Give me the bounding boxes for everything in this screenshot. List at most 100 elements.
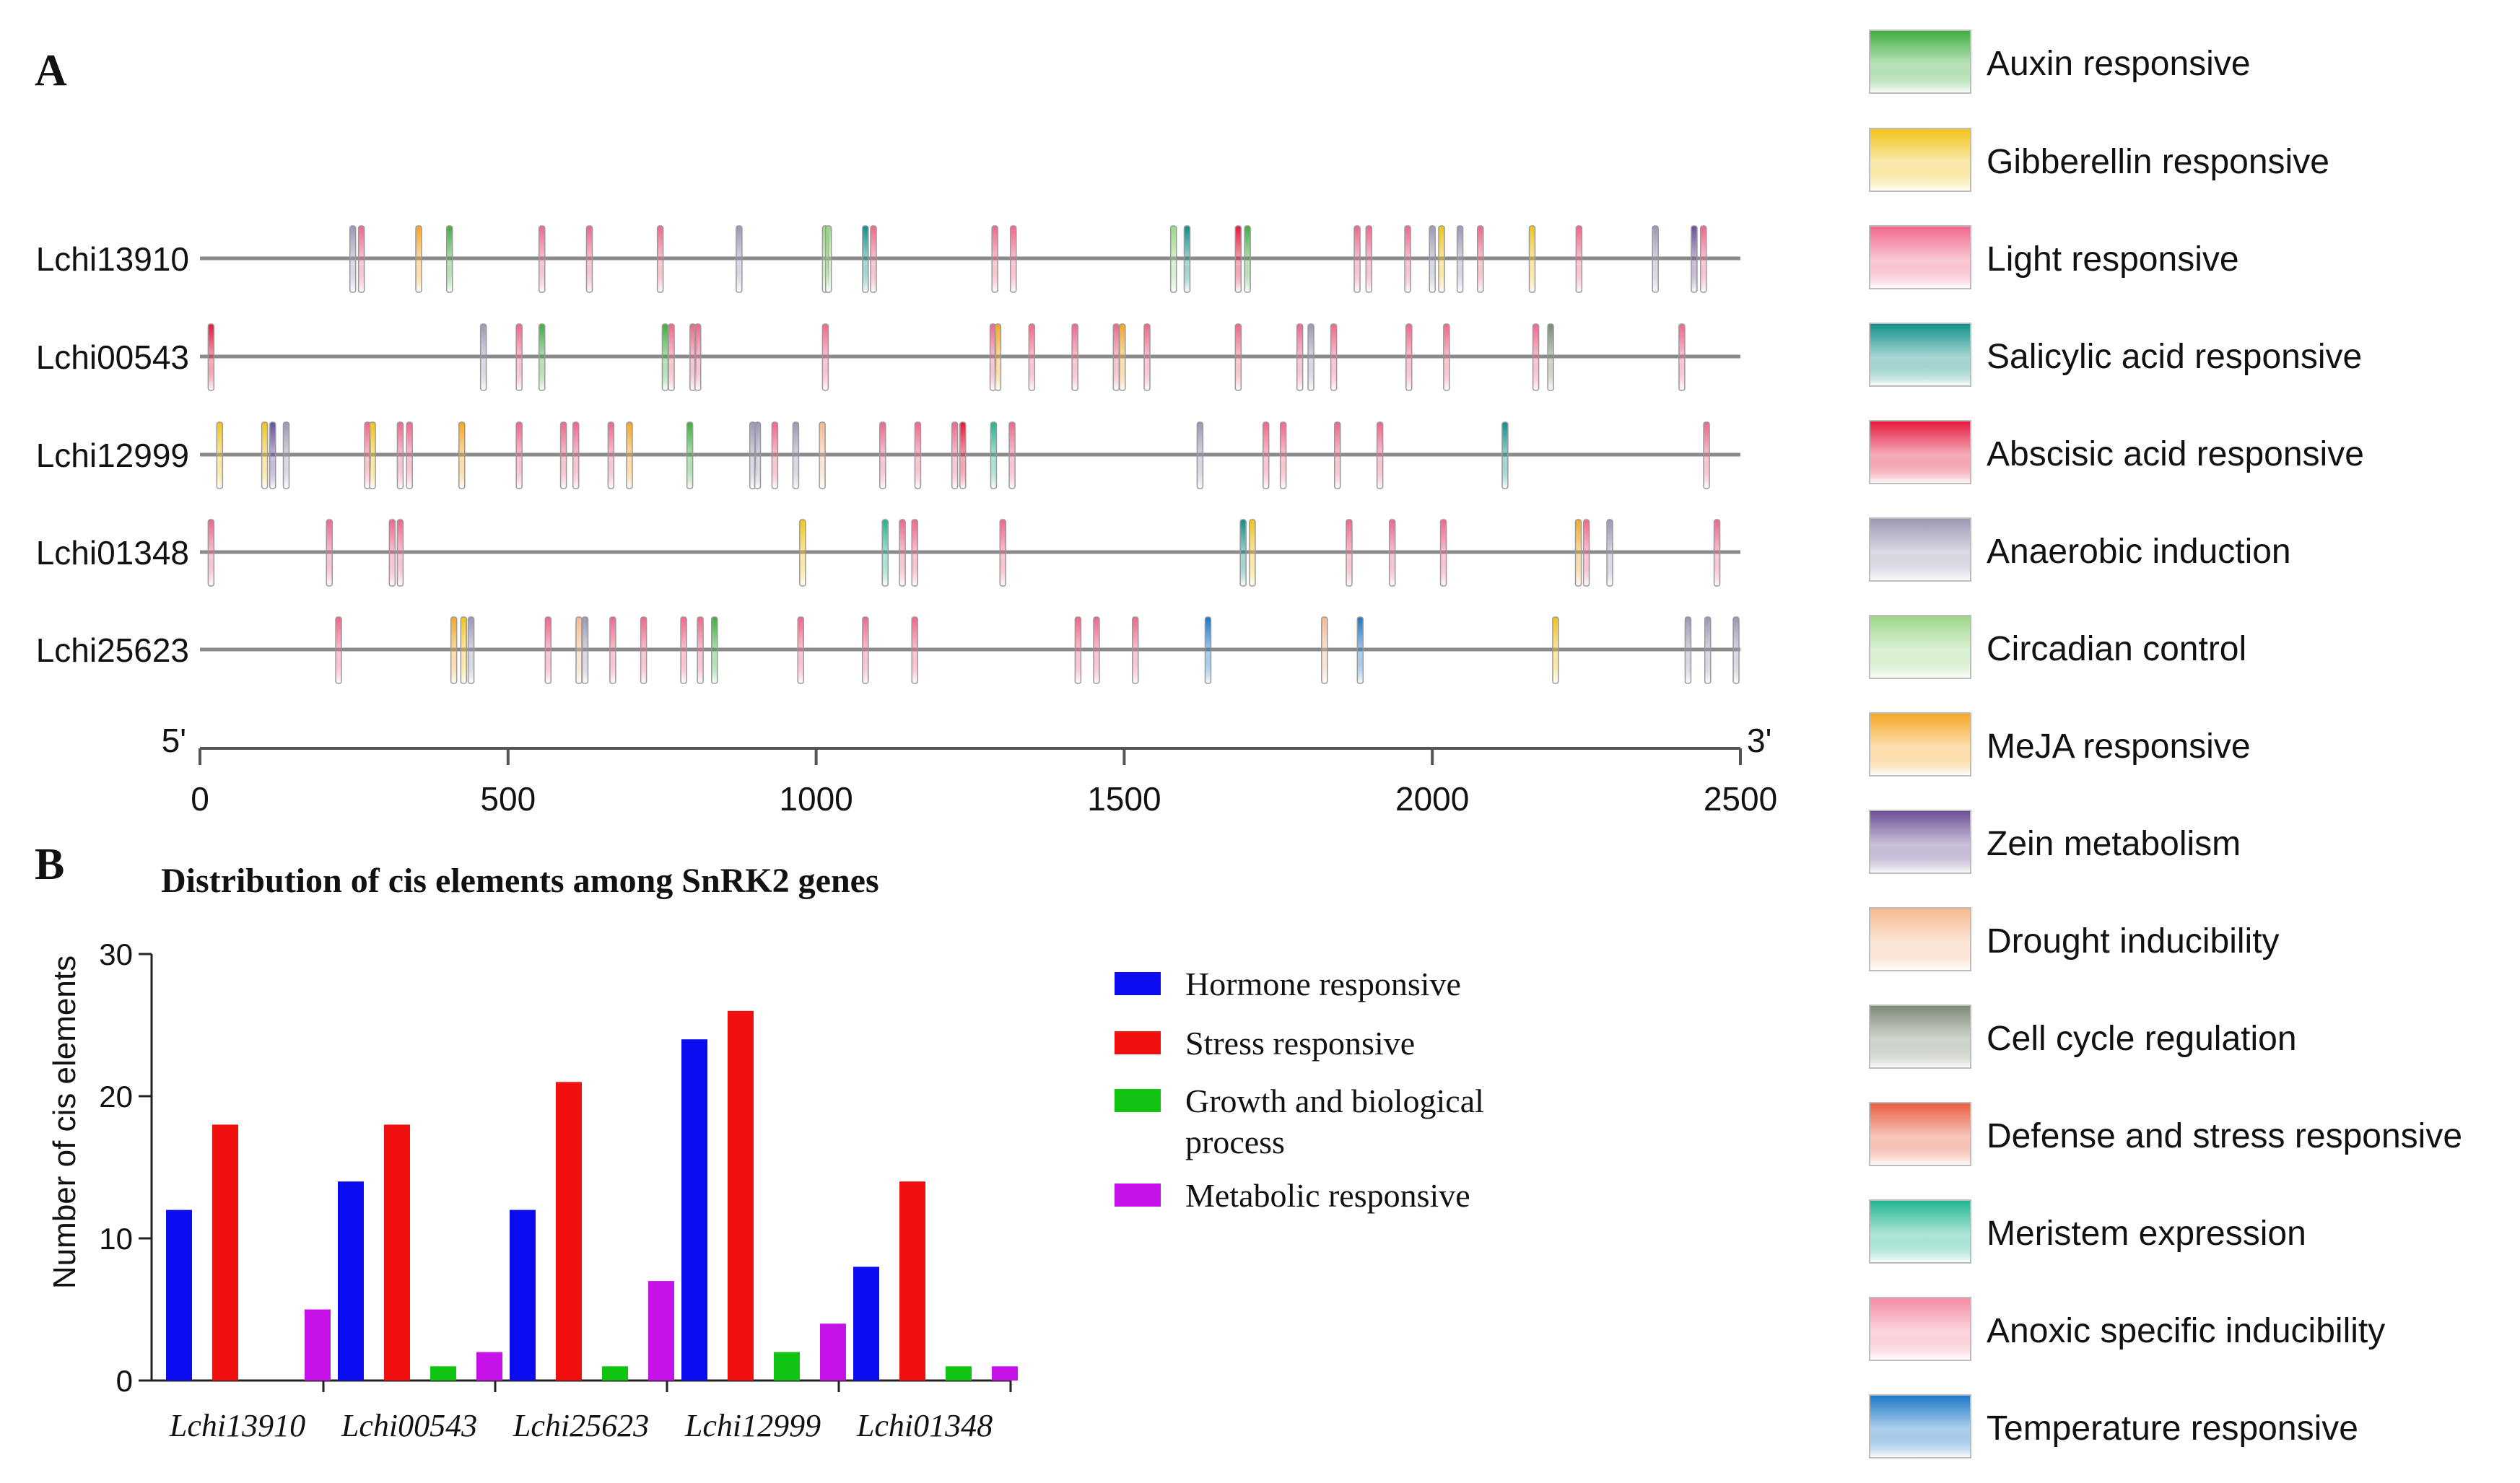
cis-element-marker (1582, 519, 1590, 587)
legend-label: Temperature responsive (1987, 1409, 2358, 1448)
cis-element-marker (1353, 225, 1361, 293)
cis-element-marker (479, 323, 487, 391)
cis-element-marker (406, 421, 413, 489)
gene-name: Lchi00543 (36, 338, 189, 376)
cis-element-marker (458, 421, 466, 489)
cis-element-marker (661, 323, 669, 391)
cis-element-marker (515, 323, 523, 391)
cis-element-marker (261, 421, 269, 489)
legend-label: Defense and stress responsive (1987, 1117, 2462, 1155)
bar (476, 1352, 502, 1381)
legend-swatch (1869, 323, 1971, 387)
bar-legend-swatch (1115, 972, 1161, 995)
cis-element-marker (881, 519, 889, 587)
cis-element-marker (824, 225, 832, 293)
cis-element-marker (1307, 323, 1315, 391)
category-label: Lchi00543 (341, 1408, 477, 1443)
bar-legend: Hormone responsive Stress responsive Growt… (1115, 966, 1484, 1214)
y-axis-label: Number of cis elements (47, 955, 82, 1289)
legend-swatch (1869, 30, 1971, 94)
cis-element-marker (1501, 421, 1509, 489)
bar (510, 1209, 536, 1381)
legend-item: Abscisic acid responsive (1869, 420, 2364, 484)
cis-element-marker (640, 616, 648, 684)
legend-swatch (1869, 517, 1971, 582)
cis-element-marker (686, 421, 694, 489)
bar-legend-label: process (1185, 1124, 1285, 1160)
cis-element-marker (1244, 225, 1251, 293)
cis-element-marker (697, 616, 704, 684)
legend-label: Circadian control (1987, 630, 2246, 668)
cis-element-marker (1346, 519, 1353, 587)
legend-item: Zein metabolism (1869, 810, 2241, 874)
cis-element-marker (668, 323, 675, 391)
legend-swatch (1869, 1394, 1971, 1458)
cis-element-marker (1196, 421, 1204, 489)
cis-element-marker (349, 225, 357, 293)
gene-track: Lchi00543 (36, 323, 1740, 391)
cis-element-marker (388, 519, 396, 587)
cis-element-marker (1606, 519, 1613, 587)
cis-element-marker (991, 225, 998, 293)
cis-element-marker (1010, 225, 1017, 293)
cis-element-marker (1477, 225, 1484, 293)
panel-b-label: B (35, 840, 64, 889)
legend-label: Abscisic acid responsive (1987, 435, 2364, 473)
y-tick-label: 10 (99, 1222, 133, 1256)
bar (212, 1124, 238, 1381)
cis-element-marker (1691, 225, 1698, 293)
bar-legend-swatch (1115, 1031, 1161, 1054)
bar (648, 1281, 674, 1381)
cis-element-marker (821, 323, 829, 391)
cis-element-marker (870, 225, 877, 293)
cis-element-marker (1405, 323, 1413, 391)
gene-track: Lchi25623 (36, 616, 1740, 684)
cis-element-marker (680, 616, 687, 684)
cis-element-marker (216, 421, 224, 489)
cis-element-marker (207, 323, 215, 391)
category-label: Lchi25623 (513, 1408, 649, 1443)
cis-element-marker (879, 421, 886, 489)
legend-swatch (1869, 225, 1971, 289)
cis-element-marker (797, 616, 805, 684)
legend-item: Salicylic acid responsive (1869, 323, 2362, 387)
legend-label: Drought inducibility (1987, 922, 2280, 961)
cis-element-marker (1143, 323, 1151, 391)
position-tick-label: 1000 (779, 780, 853, 818)
panel-b: B Distribution of cis elements among SnR… (35, 840, 1484, 1443)
five-prime-label: 5' (162, 722, 186, 759)
bar-legend-label: Metabolic responsive (1185, 1177, 1470, 1214)
position-tick-label: 500 (480, 780, 536, 818)
legend-item: Auxin responsive (1869, 30, 2251, 94)
bar-legend-item: Growth and biological process (1115, 1082, 1484, 1160)
legend-item: Anaerobic induction (1869, 517, 2291, 582)
cis-element-marker (585, 225, 593, 293)
cis-element-marker (1296, 323, 1304, 391)
bar (602, 1366, 628, 1381)
cis-element-marker (450, 616, 458, 684)
cis-element-marker (771, 421, 779, 489)
cis-element-marker (911, 519, 918, 587)
legend-label: Salicylic acid responsive (1987, 338, 2362, 376)
bar (728, 1010, 754, 1381)
category-label: Lchi01348 (856, 1408, 993, 1443)
gene-name: Lchi12999 (36, 437, 189, 474)
cis-element-marker (572, 421, 580, 489)
bar-legend-label: Hormone responsive (1185, 966, 1461, 1002)
cis-element-marker (1703, 421, 1710, 489)
legend-item: Circadian control (1869, 615, 2246, 679)
cis-element-marker (1532, 323, 1540, 391)
gene-tracks: Lchi13910 Lchi00543 Lchi12999 Lchi01348 Lchi… (36, 225, 1740, 684)
cis-element-marker (1443, 323, 1450, 391)
cis-element-marker (1112, 323, 1120, 391)
legend-label: Light responsive (1987, 240, 2239, 279)
cis-element-marker (1547, 323, 1554, 391)
cis-element-marker (754, 421, 762, 489)
legend-swatch (1869, 1102, 1971, 1166)
cis-element-marker (1333, 421, 1341, 489)
cis-element-marker (899, 519, 906, 587)
y-tick-label: 20 (99, 1080, 133, 1114)
bar (384, 1124, 410, 1381)
cis-element-marker (1204, 616, 1212, 684)
